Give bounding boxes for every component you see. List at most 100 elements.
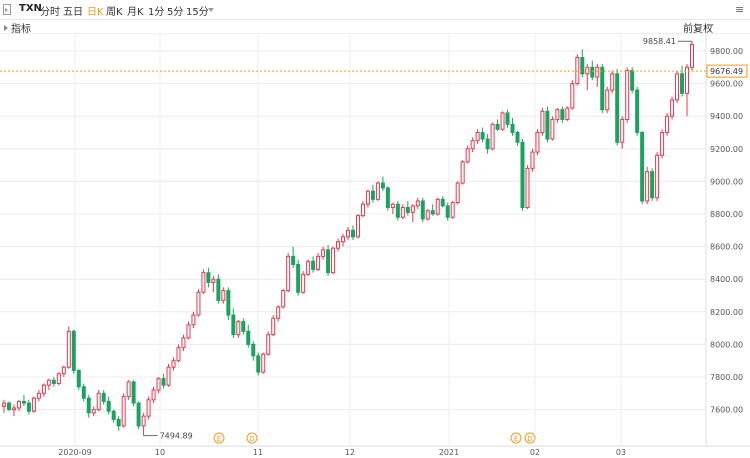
candle-body[interactable]: [296, 264, 301, 293]
candle-body[interactable]: [131, 381, 136, 404]
candle-body[interactable]: [221, 290, 226, 301]
candle-body[interactable]: [176, 347, 181, 362]
candle-body[interactable]: [246, 330, 251, 345]
candle-body[interactable]: [86, 397, 91, 414]
candle-body[interactable]: [241, 321, 246, 332]
candle-body[interactable]: [326, 249, 331, 274]
tab-daily-k[interactable]: 日K: [87, 7, 104, 18]
tab-15min[interactable]: 15分: [186, 7, 209, 18]
candle-body[interactable]: [91, 409, 96, 414]
candle-body[interactable]: [365, 190, 370, 205]
candle-body[interactable]: [341, 236, 346, 243]
candle-body[interactable]: [11, 407, 16, 411]
candle-body[interactable]: [560, 109, 565, 120]
candle-body[interactable]: [286, 255, 291, 292]
candle-body[interactable]: [400, 206, 405, 218]
candle-body[interactable]: [545, 110, 550, 140]
candle-body[interactable]: [206, 272, 211, 283]
candle-body[interactable]: [56, 373, 61, 385]
candle-body[interactable]: [380, 182, 385, 189]
candle-body[interactable]: [390, 203, 395, 208]
candle-body[interactable]: [555, 109, 560, 120]
earnings-event-icon[interactable]: [510, 432, 522, 444]
candle-body[interactable]: [355, 215, 360, 238]
candle-body[interactable]: [191, 314, 196, 326]
candle-body[interactable]: [266, 334, 271, 355]
candle-body[interactable]: [420, 200, 425, 220]
candle-body[interactable]: [515, 132, 520, 143]
candle-body[interactable]: [395, 203, 400, 218]
candle-body[interactable]: [46, 379, 51, 386]
candle-body[interactable]: [655, 154, 660, 199]
candle-body[interactable]: [36, 392, 41, 399]
candle-body[interactable]: [2, 402, 6, 407]
candle-body[interactable]: [620, 118, 625, 143]
candle-body[interactable]: [685, 66, 690, 94]
candle-body[interactable]: [226, 290, 231, 316]
candle-body[interactable]: [261, 353, 266, 373]
candle-body[interactable]: [600, 66, 605, 111]
candle-body[interactable]: [575, 57, 580, 85]
candle-body[interactable]: [276, 306, 281, 319]
candle-body[interactable]: [31, 397, 36, 412]
candle-body[interactable]: [415, 200, 420, 207]
candle-body[interactable]: [231, 314, 236, 336]
dividend-event-icon[interactable]: [246, 432, 258, 444]
candle-body[interactable]: [605, 89, 610, 111]
candle-body[interactable]: [201, 272, 206, 293]
candle-body[interactable]: [26, 402, 31, 412]
candle-body[interactable]: [465, 148, 470, 163]
menu-icon[interactable]: ≡: [735, 3, 745, 16]
candle-body[interactable]: [495, 123, 500, 130]
candle-body[interactable]: [350, 229, 355, 238]
candle-body[interactable]: [251, 343, 256, 357]
tab-five-day[interactable]: 五日: [63, 7, 83, 18]
tab-intraday[interactable]: 分时: [40, 7, 60, 18]
candle-body[interactable]: [450, 202, 455, 218]
candle-body[interactable]: [196, 291, 201, 316]
candle-body[interactable]: [336, 241, 341, 249]
candle-body[interactable]: [236, 321, 241, 336]
candle-body[interactable]: [565, 107, 570, 120]
candle-body[interactable]: [171, 360, 176, 368]
candle-body[interactable]: [71, 330, 76, 371]
candle-body[interactable]: [410, 205, 415, 213]
candle-body[interactable]: [670, 99, 675, 117]
candle-body[interactable]: [106, 400, 111, 412]
candle-body[interactable]: [525, 167, 530, 208]
candle-body[interactable]: [505, 112, 510, 125]
candle-body[interactable]: [211, 278, 216, 283]
candle-body[interactable]: [485, 138, 490, 150]
candle-body[interactable]: [610, 73, 615, 91]
candle-body[interactable]: [510, 123, 515, 133]
candle-body[interactable]: [316, 255, 321, 270]
candle-body[interactable]: [281, 290, 286, 308]
candle-body[interactable]: [66, 330, 71, 368]
candle-body[interactable]: [16, 400, 21, 409]
candle-body[interactable]: [570, 83, 575, 109]
expand-panel-icon[interactable]: [3, 4, 11, 15]
candle-body[interactable]: [186, 324, 191, 339]
candle-body[interactable]: [116, 418, 121, 427]
candle-body[interactable]: [490, 123, 495, 150]
candle-body[interactable]: [530, 151, 535, 169]
candle-body[interactable]: [680, 73, 685, 94]
more-periods-chevron-icon[interactable]: [208, 8, 214, 12]
candle-body[interactable]: [101, 392, 106, 402]
candle-body[interactable]: [291, 255, 296, 266]
candle-body[interactable]: [635, 89, 640, 134]
earnings-event-icon[interactable]: [213, 432, 225, 444]
candle-body[interactable]: [445, 205, 450, 218]
candle-body[interactable]: [475, 132, 480, 142]
candle-body[interactable]: [111, 410, 116, 420]
candle-body[interactable]: [580, 57, 585, 75]
candle-body[interactable]: [640, 132, 645, 202]
indicator-toggle-button[interactable]: 指标: [4, 20, 31, 35]
candle-body[interactable]: [375, 182, 380, 200]
candle-body[interactable]: [480, 132, 485, 140]
candle-body[interactable]: [535, 132, 540, 153]
candle-body[interactable]: [146, 399, 151, 417]
candle-body[interactable]: [520, 141, 525, 208]
candle-body[interactable]: [21, 400, 26, 404]
